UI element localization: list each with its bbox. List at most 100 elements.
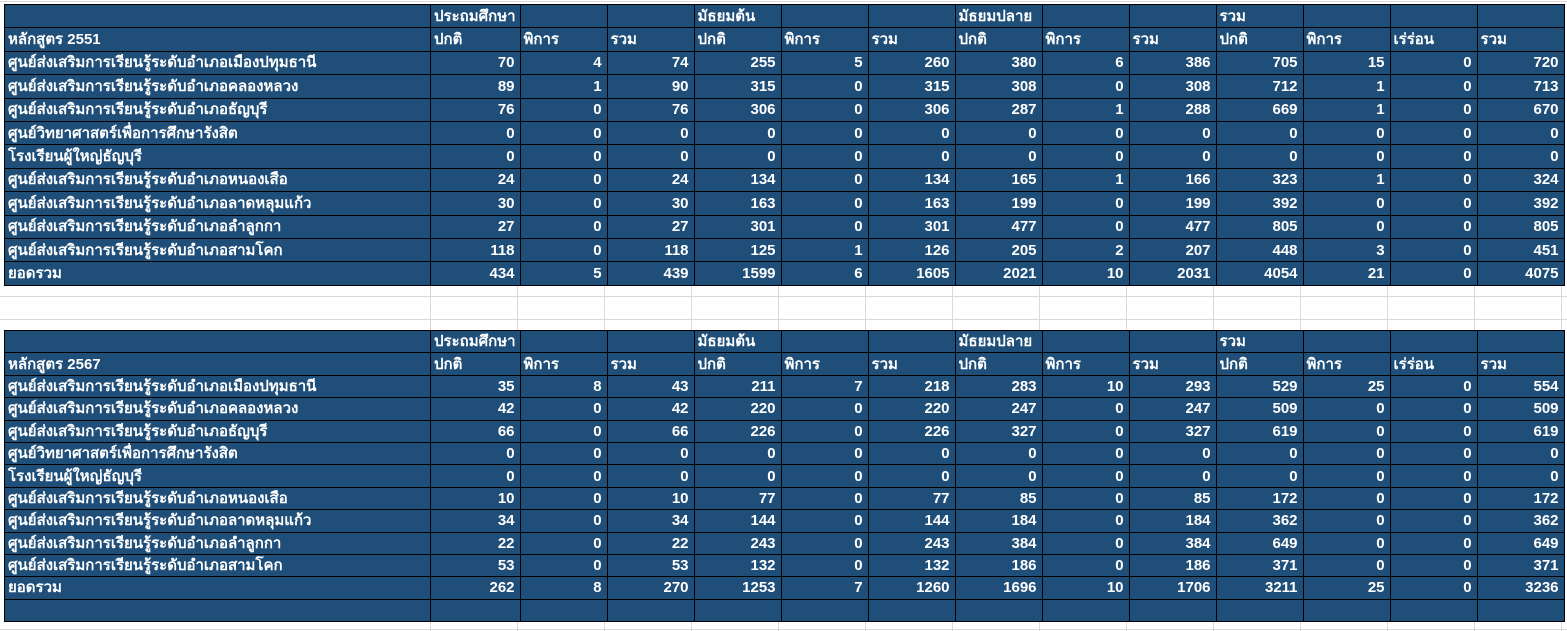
total-value-cell[interactable]: 6 <box>780 261 869 286</box>
value-cell[interactable]: 327 <box>954 419 1043 443</box>
group-header-blank-cell[interactable] <box>1476 329 1565 354</box>
value-cell[interactable]: 132 <box>867 553 956 578</box>
group-header-cell[interactable]: มัธยมต้น <box>693 3 782 29</box>
value-cell[interactable]: 15 <box>1302 50 1391 76</box>
group-header-blank-cell[interactable] <box>867 3 956 29</box>
sub-header-cell[interactable]: ปกติ <box>1215 27 1304 52</box>
value-cell[interactable]: 0 <box>1389 464 1478 488</box>
value-cell[interactable]: 705 <box>1215 50 1304 76</box>
table-title-cell[interactable]: หลักสูตร 2567 <box>4 352 431 376</box>
group-header-cell[interactable]: มัธยมปลาย <box>954 3 1043 29</box>
value-cell[interactable]: 184 <box>954 509 1043 533</box>
value-cell[interactable]: 0 <box>1041 191 1130 216</box>
value-cell[interactable]: 0 <box>1128 144 1217 169</box>
value-cell[interactable]: 211 <box>693 374 782 399</box>
row-label-cell[interactable]: ศูนย์ส่งเสริมการเรียนรู้ระดับอำเภอธัญบุร… <box>4 97 431 122</box>
row-label-cell[interactable]: ศูนย์ส่งเสริมการเรียนรู้ระดับอำเภอคลองหล… <box>4 74 431 99</box>
value-cell[interactable]: 1 <box>1302 97 1391 122</box>
total-value-cell[interactable]: 1599 <box>693 261 782 286</box>
value-cell[interactable]: 386 <box>1128 50 1217 76</box>
sub-header-cell[interactable]: เร่ร่อน <box>1389 352 1478 376</box>
value-cell[interactable]: 144 <box>693 509 782 533</box>
value-cell[interactable]: 24 <box>606 167 695 193</box>
value-cell[interactable]: 477 <box>1128 214 1217 239</box>
value-cell[interactable]: 315 <box>867 74 956 99</box>
sub-header-cell[interactable]: พิการ <box>780 352 869 376</box>
row-label-cell[interactable]: ศูนย์ส่งเสริมการเรียนรู้ระดับอำเภอเมืองป… <box>4 50 431 76</box>
value-cell[interactable]: 66 <box>430 419 521 443</box>
value-cell[interactable]: 30 <box>606 191 695 216</box>
sub-header-cell[interactable]: ปกติ <box>693 27 782 52</box>
group-header-blank-cell[interactable] <box>1389 3 1478 29</box>
value-cell[interactable]: 260 <box>867 50 956 76</box>
total-value-cell[interactable]: 2021 <box>954 261 1043 286</box>
value-cell[interactable]: 0 <box>1389 374 1478 399</box>
total-value-cell[interactable]: 10 <box>1041 576 1130 600</box>
value-cell[interactable]: 0 <box>1128 464 1217 488</box>
value-cell[interactable]: 670 <box>1476 97 1565 122</box>
value-cell[interactable]: 53 <box>606 553 695 578</box>
value-cell[interactable]: 1 <box>519 74 608 99</box>
value-cell[interactable]: 392 <box>1476 191 1565 216</box>
total-value-cell[interactable]: 8 <box>519 576 608 600</box>
total-value-cell[interactable]: 3211 <box>1215 576 1304 600</box>
value-cell[interactable]: 0 <box>1476 120 1565 146</box>
value-cell[interactable]: 306 <box>867 97 956 122</box>
total-value-cell[interactable]: 439 <box>606 261 695 286</box>
value-cell[interactable]: 76 <box>430 97 521 122</box>
sub-header-cell[interactable]: รวม <box>867 352 956 376</box>
sub-header-cell[interactable]: รวม <box>606 352 695 376</box>
value-cell[interactable]: 165 <box>954 167 1043 193</box>
value-cell[interactable]: 0 <box>780 214 869 239</box>
value-cell[interactable]: 207 <box>1128 237 1217 263</box>
group-header-blank-cell[interactable] <box>1128 3 1217 29</box>
value-cell[interactable]: 0 <box>1302 509 1391 533</box>
value-cell[interactable]: 0 <box>606 144 695 169</box>
value-cell[interactable]: 247 <box>954 397 1043 421</box>
row-label-cell[interactable]: ศูนย์ส่งเสริมการเรียนรู้ระดับอำเภอสามโคก <box>4 553 431 578</box>
value-cell[interactable]: 0 <box>519 509 608 533</box>
value-cell[interactable]: 199 <box>954 191 1043 216</box>
corner-cell[interactable] <box>4 329 431 354</box>
group-header-blank-cell[interactable] <box>1041 329 1130 354</box>
row-label-cell[interactable]: โรงเรียนผู้ใหญ่ธัญบุรี <box>4 144 431 169</box>
value-cell[interactable]: 0 <box>1128 441 1217 466</box>
value-cell[interactable]: 362 <box>1215 509 1304 533</box>
value-cell[interactable]: 0 <box>1476 464 1565 488</box>
sub-header-cell[interactable]: รวม <box>606 27 695 52</box>
value-cell[interactable]: 0 <box>1389 74 1478 99</box>
value-cell[interactable]: 0 <box>519 464 608 488</box>
value-cell[interactable]: 2 <box>1041 237 1130 263</box>
sub-header-cell[interactable]: ปกติ <box>954 27 1043 52</box>
value-cell[interactable]: 43 <box>606 374 695 399</box>
row-label-cell[interactable]: ศูนย์ส่งเสริมการเรียนรู้ระดับอำเภอลาดหลุ… <box>4 509 431 533</box>
group-header-blank-cell[interactable] <box>1389 329 1478 354</box>
value-cell[interactable]: 0 <box>1041 553 1130 578</box>
value-cell[interactable]: 0 <box>606 441 695 466</box>
value-cell[interactable]: 649 <box>1476 531 1565 555</box>
value-cell[interactable]: 42 <box>430 397 521 421</box>
sub-header-cell[interactable]: พิการ <box>1041 27 1130 52</box>
sub-header-cell[interactable]: รวม <box>1476 27 1565 52</box>
value-cell[interactable]: 805 <box>1476 214 1565 239</box>
value-cell[interactable]: 0 <box>1389 553 1478 578</box>
value-cell[interactable]: 327 <box>1128 419 1217 443</box>
value-cell[interactable]: 0 <box>1302 531 1391 555</box>
value-cell[interactable]: 184 <box>1128 509 1217 533</box>
row-label-cell[interactable]: ศูนย์ส่งเสริมการเรียนรู้ระดับอำเภอหนองเส… <box>4 167 431 193</box>
group-header-blank-cell[interactable] <box>1128 329 1217 354</box>
value-cell[interactable]: 0 <box>519 419 608 443</box>
value-cell[interactable]: 0 <box>780 553 869 578</box>
group-header-blank-cell[interactable] <box>780 329 869 354</box>
sub-header-cell[interactable]: พิการ <box>1302 27 1391 52</box>
row-label-cell[interactable]: ศูนย์ส่งเสริมการเรียนรู้ระดับอำเภอสามโคก <box>4 237 431 263</box>
value-cell[interactable]: 34 <box>606 509 695 533</box>
value-cell[interactable]: 255 <box>693 50 782 76</box>
row-label-cell[interactable]: ศูนย์ส่งเสริมการเรียนรู้ระดับอำเภอเมืองป… <box>4 374 431 399</box>
row-label-cell[interactable]: ศูนย์ส่งเสริมการเรียนรู้ระดับอำเภอลำลูกก… <box>4 531 431 555</box>
value-cell[interactable]: 529 <box>1215 374 1304 399</box>
value-cell[interactable]: 218 <box>867 374 956 399</box>
sub-header-cell[interactable]: รวม <box>1476 352 1565 376</box>
row-label-cell[interactable]: ศูนย์วิทยาศาสตร์เพื่อการศึกษารังสิต <box>4 441 431 466</box>
value-cell[interactable]: 0 <box>519 441 608 466</box>
